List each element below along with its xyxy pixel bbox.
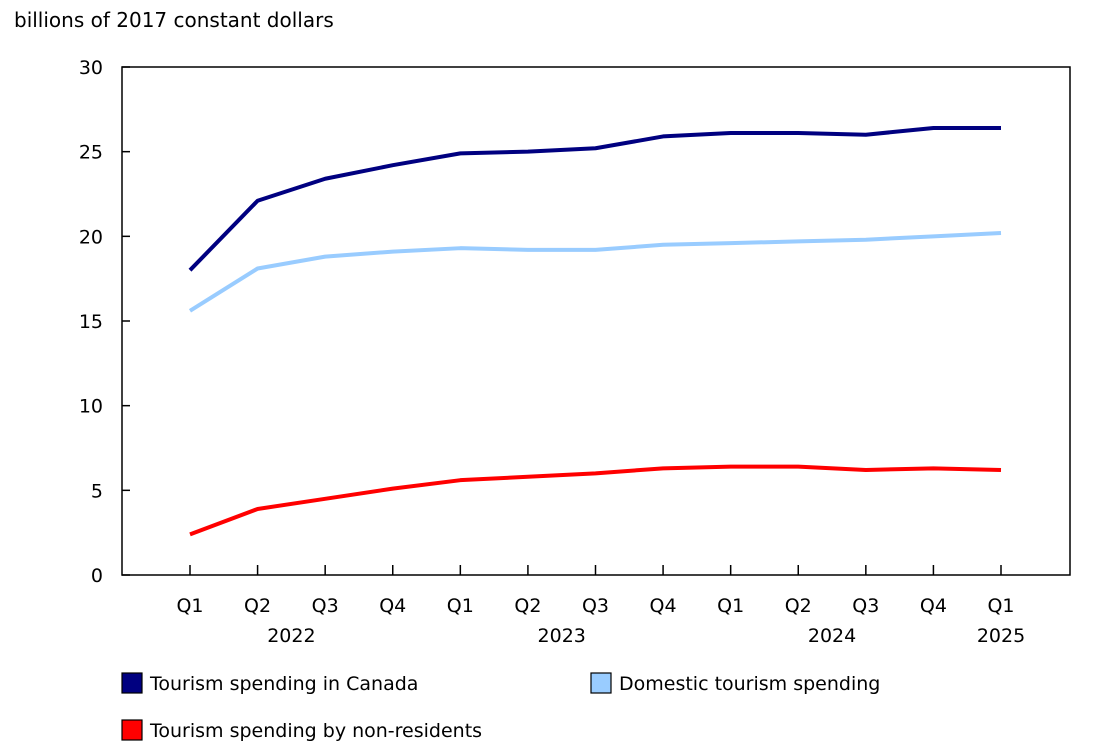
y-tick-label: 30 <box>79 57 103 79</box>
x-tick-label: Q2 <box>785 595 812 617</box>
x-tick-label: Q3 <box>852 595 879 617</box>
year-label: 2025 <box>977 625 1025 647</box>
x-tick-label: Q3 <box>312 595 339 617</box>
x-tick-label: Q3 <box>582 595 609 617</box>
legend-label: Tourism spending by non-residents <box>149 720 482 742</box>
legend-swatch <box>121 719 143 741</box>
legend-label: Tourism spending in Canada <box>149 673 418 695</box>
x-tick-label: Q1 <box>176 595 203 617</box>
year-label: 2024 <box>808 625 856 647</box>
y-tick-label: 25 <box>79 142 103 164</box>
year-label: 2022 <box>267 625 315 647</box>
y-tick-label: 20 <box>79 226 103 248</box>
legend-swatch <box>590 672 612 694</box>
legend-label: Domestic tourism spending <box>619 673 880 695</box>
series-line <box>188 125 1001 272</box>
legend-swatch <box>121 672 143 694</box>
year-label: 2023 <box>538 625 586 647</box>
y-tick-label: 0 <box>91 565 103 587</box>
plot-frame <box>121 66 1071 576</box>
y-axis-label: billions of 2017 constant dollars <box>14 8 334 32</box>
x-tick-label: Q4 <box>920 595 947 617</box>
legend-item: Tourism spending in Canada <box>121 672 418 695</box>
legend-item: Domestic tourism spending <box>590 672 880 695</box>
x-tick-label: Q1 <box>987 595 1014 617</box>
x-tick-label: Q2 <box>244 595 271 617</box>
series-line <box>189 464 1002 537</box>
series-line <box>188 230 1002 313</box>
y-tick-label: 10 <box>79 396 103 418</box>
x-tick-label: Q4 <box>650 595 677 617</box>
x-tick-label: Q1 <box>447 595 474 617</box>
y-tick-label: 15 <box>79 311 103 333</box>
x-tick-label: Q1 <box>717 595 744 617</box>
y-tick-label: 5 <box>91 480 103 502</box>
x-tick-label: Q2 <box>514 595 541 617</box>
legend-item: Tourism spending by non-residents <box>121 719 482 742</box>
x-tick-label: Q4 <box>379 595 406 617</box>
